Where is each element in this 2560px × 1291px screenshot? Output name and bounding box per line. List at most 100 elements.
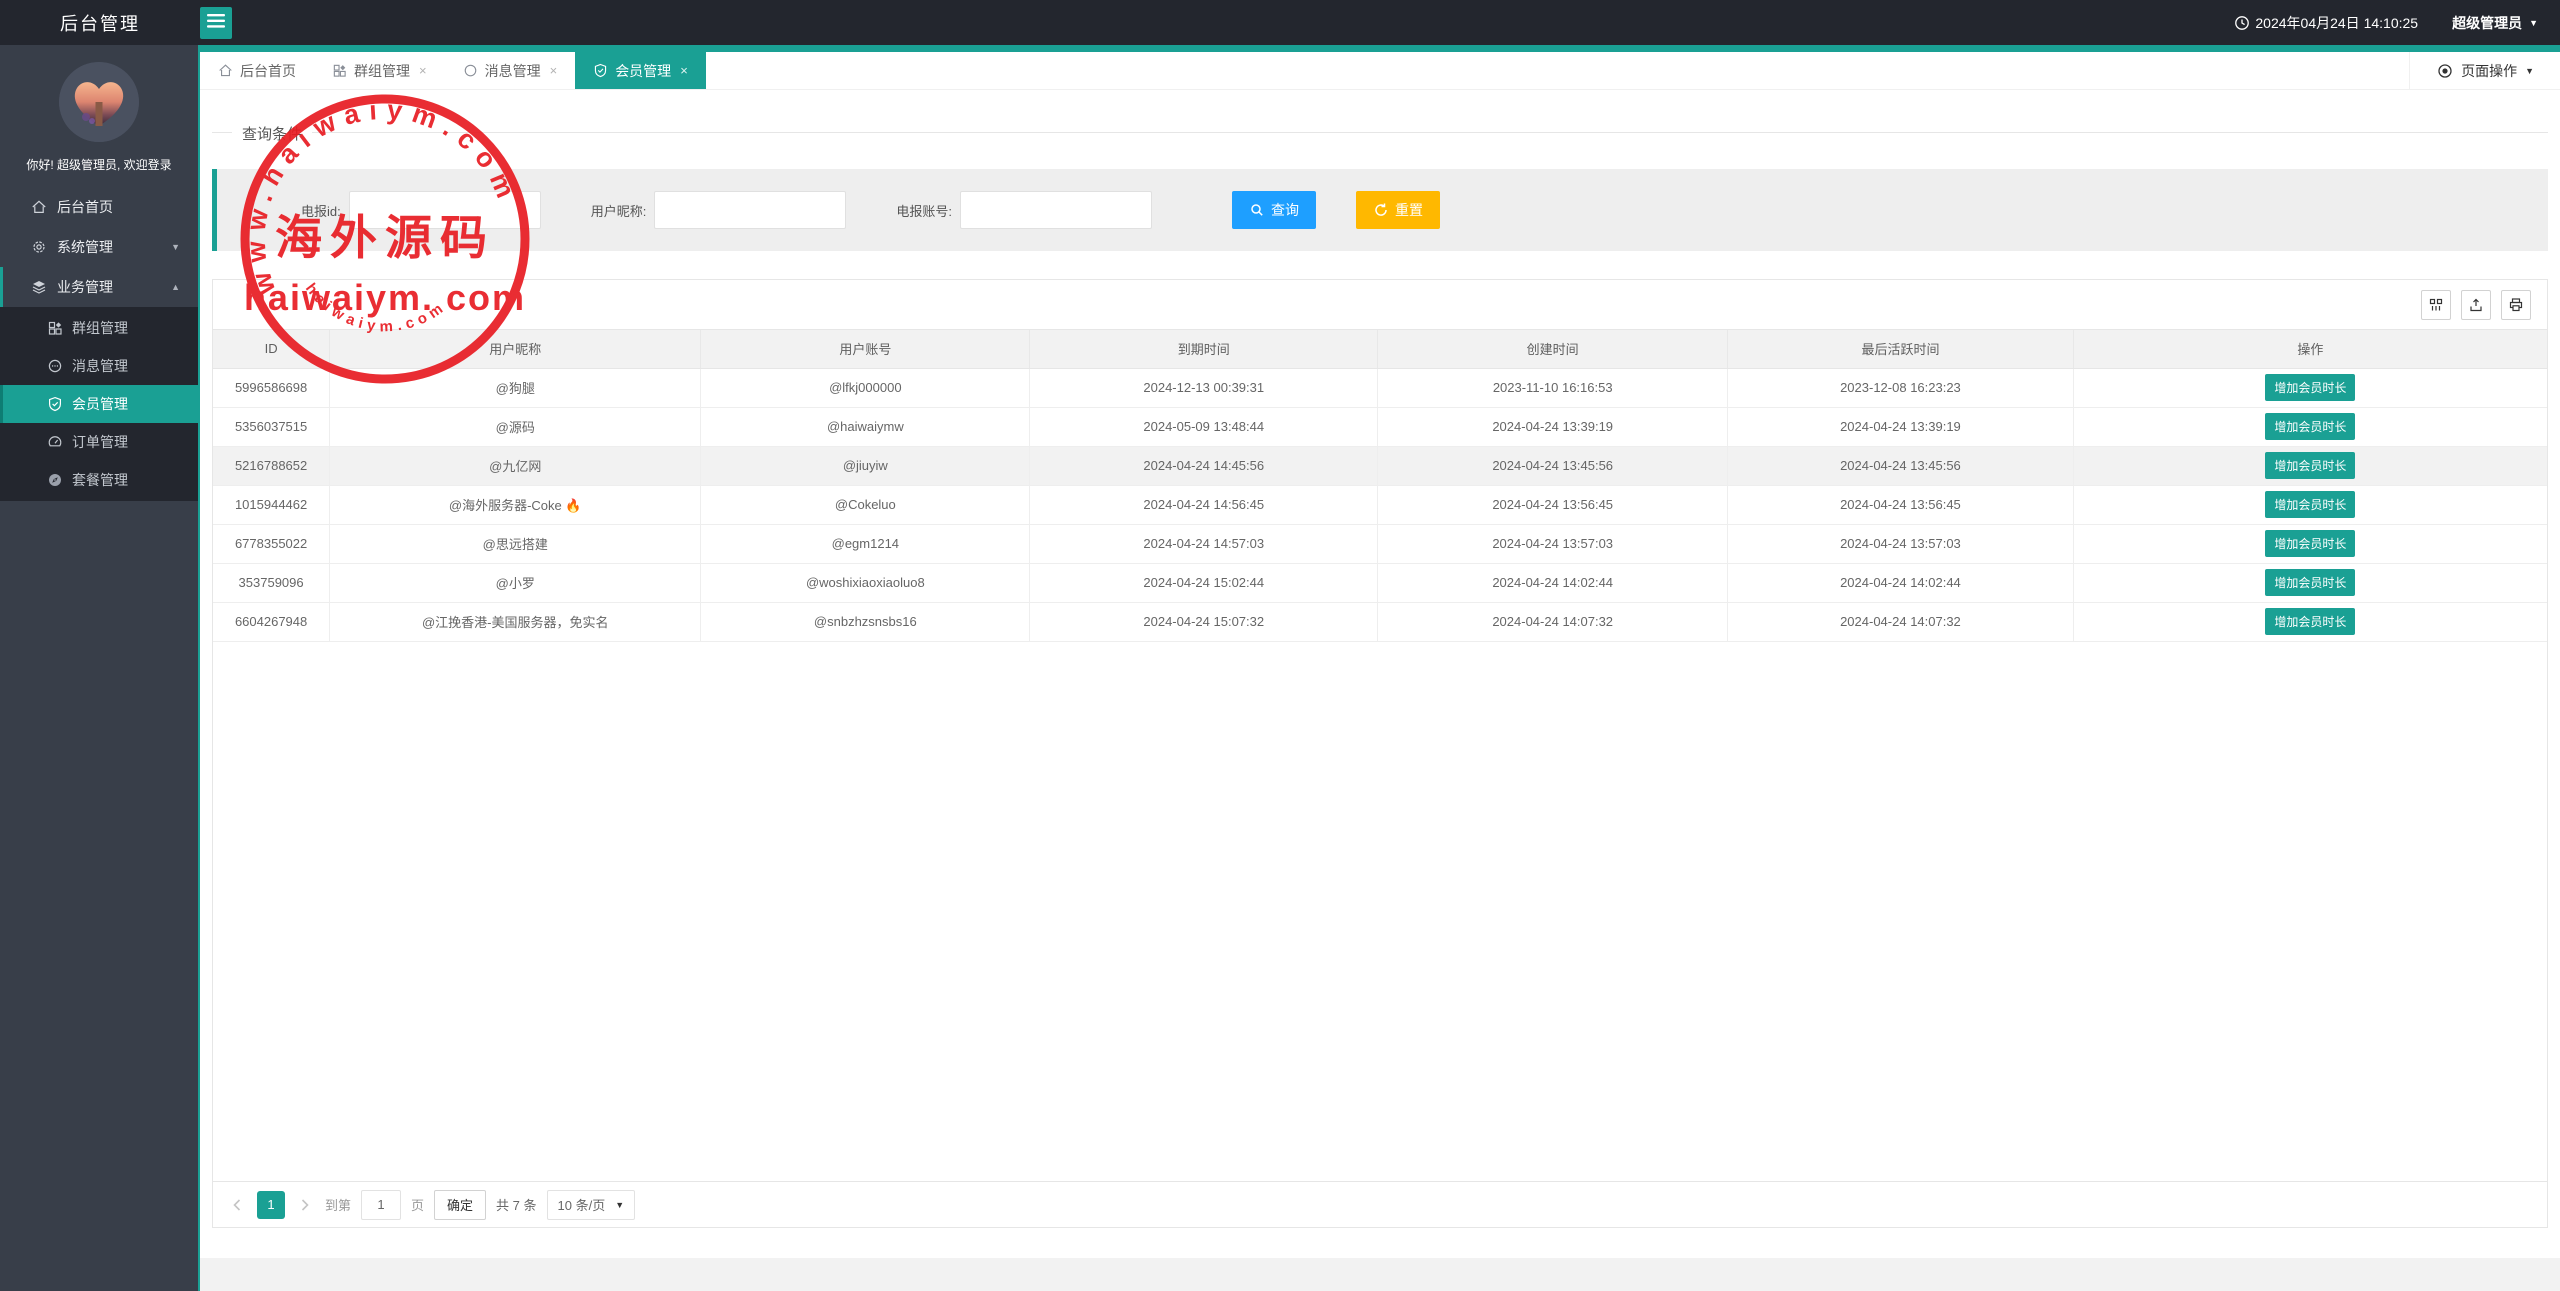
search-button[interactable]: 查询 xyxy=(1231,191,1316,229)
prev-page-icon[interactable] xyxy=(227,1198,247,1212)
cell-id: 6604267948 xyxy=(213,602,331,642)
add-membership-button[interactable]: 增加会员时长 xyxy=(2265,413,2356,440)
search-button-label: 查询 xyxy=(1270,202,1299,218)
cell-actions: 增加会员时长 xyxy=(2073,485,2547,525)
home-icon xyxy=(218,63,233,78)
sidebar-item-system[interactable]: 系统管理 ▼ xyxy=(0,227,198,267)
datetime-wrap: 2024年04月24日 14:10:25 xyxy=(2233,13,2418,33)
cell-actions: 增加会员时长 xyxy=(2073,602,2547,642)
telegram-account-input[interactable] xyxy=(959,191,1152,229)
sidebar-item-groups[interactable]: 群组管理 xyxy=(0,309,198,347)
filter-columns-button[interactable] xyxy=(2421,289,2451,320)
table-row: 1015944462 @海外服务器-Coke 🔥 @Cokeluo 2024-0… xyxy=(213,485,2547,525)
sidebar-item-label: 群组管理 xyxy=(72,320,128,336)
search-legend: 查询条件 xyxy=(232,123,313,144)
close-icon[interactable]: × xyxy=(419,63,427,78)
table-row: 6778355022 @思远搭建 @egm1214 2024-04-24 14:… xyxy=(213,524,2547,564)
reset-button[interactable]: 重置 xyxy=(1355,191,1440,229)
cell-nickname: @江挽香港-美国服务器，免实名 xyxy=(329,602,702,642)
chevron-down-icon: ▼ xyxy=(2525,65,2534,76)
table-body: 5996586698 @狗腿 @lfkj000000 2024-12-13 00… xyxy=(213,368,2547,642)
cell-last-active: 2024-04-24 13:57:03 xyxy=(1727,524,2074,564)
page-operations-label: 页面操作 xyxy=(2461,62,2518,79)
close-icon[interactable]: × xyxy=(680,63,688,78)
tab-groups[interactable]: 群组管理 × xyxy=(314,52,445,89)
sidebar-item-label: 后台首页 xyxy=(57,199,113,215)
header-account: 用户账号 xyxy=(700,330,1031,369)
cell-id: 6778355022 xyxy=(213,524,331,564)
cell-account: @Cokeluo xyxy=(700,485,1031,525)
nickname-input[interactable] xyxy=(654,191,847,229)
table-header: ID 用户昵称 用户账号 到期时间 创建时间 最后活跃时间 操作 xyxy=(213,330,2547,369)
close-icon[interactable]: × xyxy=(549,63,558,78)
cell-created: 2024-04-24 14:07:32 xyxy=(1377,602,1729,642)
sidebar-item-home[interactable]: 后台首页 xyxy=(0,187,198,227)
per-page-select[interactable]: 10 条/页 ▼ xyxy=(546,1189,636,1220)
goto-page-input[interactable] xyxy=(361,1189,402,1220)
telegram-id-input[interactable] xyxy=(348,191,541,229)
cell-account: @haiwaiymw xyxy=(700,407,1031,447)
nickname-label: 用户昵称: xyxy=(590,203,647,219)
goto-confirm-button[interactable]: 确定 xyxy=(434,1189,487,1220)
avatar[interactable] xyxy=(59,62,139,142)
tab-home[interactable]: 后台首页 xyxy=(200,52,314,89)
reset-button-label: 重置 xyxy=(1394,202,1423,218)
add-membership-button[interactable]: 增加会员时长 xyxy=(2265,530,2356,557)
add-membership-button[interactable]: 增加会员时长 xyxy=(2265,374,2356,401)
add-membership-button[interactable]: 增加会员时长 xyxy=(2265,452,2356,479)
top-bar: 后台管理 2024年04月24日 14:10:25 超级管理员 ▼ xyxy=(0,0,2560,45)
table-row: 353759096 @小罗 @woshixiaoxiaoluo8 2024-04… xyxy=(213,563,2547,603)
table-row: 5996586698 @狗腿 @lfkj000000 2024-12-13 00… xyxy=(213,368,2547,408)
chevron-up-icon: ▲ xyxy=(171,282,180,292)
search-fieldset: 查询条件 xyxy=(212,123,2548,144)
cell-last-active: 2024-04-24 13:45:56 xyxy=(1727,446,2074,486)
next-page-icon[interactable] xyxy=(295,1198,315,1212)
sidebar-item-label: 套餐管理 xyxy=(72,472,128,488)
user-menu[interactable]: 超级管理员 ▼ xyxy=(2452,13,2538,33)
export-button[interactable] xyxy=(2461,289,2491,320)
tab-members[interactable]: 会员管理 × xyxy=(575,52,706,89)
cell-nickname: @海外服务器-Coke 🔥 xyxy=(329,485,702,525)
message-circle-icon xyxy=(463,63,478,78)
table-row: 5356037515 @源码 @haiwaiymw 2024-05-09 13:… xyxy=(213,407,2547,447)
sidebar-item-business[interactable]: 业务管理 ▲ xyxy=(0,267,198,307)
sidebar-item-messages[interactable]: 消息管理 xyxy=(0,347,198,385)
tab-label: 群组管理 xyxy=(354,62,410,79)
active-indicator xyxy=(0,267,3,307)
cell-id: 353759096 xyxy=(213,563,331,603)
goto-suffix: 页 xyxy=(411,1198,425,1213)
compass-icon xyxy=(46,472,63,489)
sidebar-item-members[interactable]: 会员管理 xyxy=(0,385,198,423)
home-icon xyxy=(30,199,47,216)
telegram-id-label: 电报id: xyxy=(301,203,341,219)
table-toolbar xyxy=(213,280,2547,330)
add-membership-button[interactable]: 增加会员时长 xyxy=(2265,491,2356,518)
sidebar-item-orders[interactable]: 订单管理 xyxy=(0,423,198,461)
sidebar-item-plans[interactable]: 套餐管理 xyxy=(0,461,198,499)
table-row: 6604267948 @江挽香港-美国服务器，免实名 @snbzhzsnsbs1… xyxy=(213,602,2547,642)
print-button[interactable] xyxy=(2501,289,2531,320)
gear-icon xyxy=(30,239,47,256)
export-icon xyxy=(2468,296,2485,313)
add-membership-button[interactable]: 增加会员时长 xyxy=(2265,608,2356,635)
cell-created: 2024-04-24 13:56:45 xyxy=(1377,485,1729,525)
add-membership-button[interactable]: 增加会员时长 xyxy=(2265,569,2356,596)
pagination: 1 到第 页 确定 共 7 条 10 条/页 ▼ xyxy=(213,1181,2547,1227)
message-circle-icon xyxy=(46,358,63,375)
cell-expire: 2024-04-24 14:45:56 xyxy=(1029,446,1379,486)
cell-expire: 2024-12-13 00:39:31 xyxy=(1029,368,1379,408)
page-number-button[interactable]: 1 xyxy=(257,1190,285,1219)
header-id: ID xyxy=(213,330,331,369)
main-area: 后台首页 群组管理 × 消息管理 × xyxy=(200,45,2560,1291)
cell-expire: 2024-04-24 15:02:44 xyxy=(1029,563,1379,603)
sidebar-item-label: 消息管理 xyxy=(72,358,128,374)
tab-messages[interactable]: 消息管理 × xyxy=(445,52,576,89)
avatar-wrap xyxy=(0,62,198,142)
header-created: 创建时间 xyxy=(1377,330,1729,369)
header-last-active: 最后活跃时间 xyxy=(1727,330,2074,369)
sidebar-nav: 后台首页 系统管理 ▼ 业务管理 ▲ xyxy=(0,187,198,501)
datetime-text: 2024年04月24日 14:10:25 xyxy=(2255,14,2419,31)
hamburger-menu-button[interactable] xyxy=(200,6,232,39)
chevron-down-icon: ▼ xyxy=(615,1199,625,1210)
page-operations-dropdown[interactable]: 页面操作 ▼ xyxy=(2409,52,2560,89)
